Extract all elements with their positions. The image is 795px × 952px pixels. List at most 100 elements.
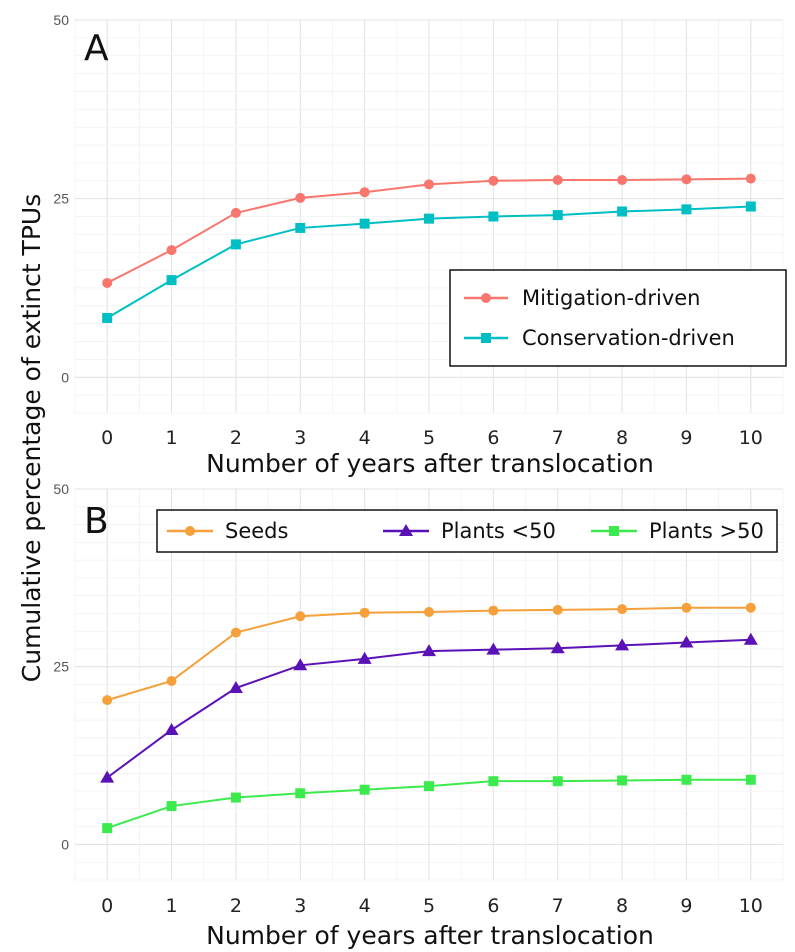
data-point bbox=[424, 606, 434, 617]
data-point bbox=[102, 277, 113, 288]
data-point bbox=[745, 602, 756, 613]
panel-a: 0 25 50 0 1 2 3 4 5 6 7 8 9 10 Number of years after t… bbox=[53, 12, 787, 478]
x-tick-label: 2 bbox=[230, 895, 242, 917]
legend-key-marker bbox=[481, 293, 491, 303]
data-point bbox=[102, 312, 113, 323]
data-point bbox=[681, 204, 692, 215]
data-point bbox=[745, 201, 756, 212]
data-point bbox=[617, 775, 628, 786]
data-point bbox=[617, 175, 628, 186]
data-point bbox=[552, 604, 563, 615]
legend-key-marker bbox=[481, 333, 491, 343]
data-point bbox=[615, 638, 630, 651]
data-point bbox=[617, 206, 628, 217]
data-point bbox=[230, 239, 241, 250]
x-tick-label: 0 bbox=[101, 895, 113, 917]
legend-entry: Plants <50 bbox=[441, 519, 556, 543]
x-tick-label: 8 bbox=[616, 427, 628, 449]
data-point bbox=[295, 222, 306, 233]
x-tick-label: 5 bbox=[423, 895, 435, 917]
data-point bbox=[166, 801, 177, 812]
data-point bbox=[745, 774, 756, 785]
data-point bbox=[359, 607, 370, 618]
data-point bbox=[745, 173, 756, 184]
legend-box bbox=[449, 269, 787, 367]
data-point bbox=[681, 602, 692, 613]
x-tick-label: 1 bbox=[165, 895, 177, 917]
y-tick-label: 25 bbox=[53, 191, 69, 207]
legend-box bbox=[156, 509, 778, 553]
data-point bbox=[488, 776, 499, 787]
data-point bbox=[166, 275, 177, 286]
legend-key-marker bbox=[609, 526, 619, 536]
legend-entry: Plants >50 bbox=[649, 519, 764, 543]
data-point bbox=[295, 192, 306, 203]
data-point bbox=[100, 770, 115, 783]
data-point bbox=[424, 213, 434, 224]
x-tick-label: 8 bbox=[616, 895, 628, 917]
legend: Seeds Plants <50 Plants >50 bbox=[156, 509, 778, 553]
data-point bbox=[230, 792, 241, 803]
y-tick-label: 0 bbox=[61, 369, 69, 385]
x-tick-label: 3 bbox=[294, 895, 306, 917]
data-point bbox=[552, 776, 563, 787]
data-point bbox=[230, 207, 241, 218]
data-point bbox=[166, 245, 177, 256]
data-point bbox=[102, 695, 113, 706]
y-tick-label: 50 bbox=[53, 481, 69, 497]
panel-label: B bbox=[84, 501, 109, 542]
legend-entry: Conservation-driven bbox=[522, 326, 735, 350]
data-point bbox=[166, 675, 177, 686]
data-point bbox=[359, 187, 370, 198]
y-tick-label: 0 bbox=[61, 836, 69, 852]
x-tick-label: 7 bbox=[552, 895, 564, 917]
data-point bbox=[488, 211, 499, 222]
data-point bbox=[681, 174, 692, 185]
data-point bbox=[293, 658, 308, 671]
data-point bbox=[488, 175, 499, 186]
data-point bbox=[679, 635, 694, 648]
x-tick-label: 7 bbox=[552, 427, 564, 449]
x-axis-title: Number of years after translocation bbox=[206, 921, 654, 950]
data-point bbox=[102, 823, 113, 834]
x-tick-label: 4 bbox=[359, 895, 371, 917]
x-tick-label: 9 bbox=[680, 895, 692, 917]
y-tick-label: 50 bbox=[53, 12, 69, 28]
x-tick-label: 1 bbox=[165, 427, 177, 449]
legend: Mitigation-driven Conservation-driven bbox=[449, 269, 787, 367]
data-point bbox=[424, 179, 434, 190]
data-point bbox=[486, 642, 501, 655]
panel-label: A bbox=[84, 28, 109, 69]
data-point bbox=[228, 681, 243, 694]
data-point bbox=[422, 644, 436, 657]
x-tick-label: 9 bbox=[680, 427, 692, 449]
x-tick-label: 10 bbox=[739, 427, 763, 449]
data-point bbox=[552, 210, 563, 221]
x-tick-label: 4 bbox=[359, 427, 371, 449]
data-point bbox=[164, 722, 179, 735]
data-point bbox=[359, 218, 370, 229]
x-tick-label: 3 bbox=[294, 427, 306, 449]
y-axis-title: Cumulative percentage of extinct TPUs bbox=[17, 194, 46, 682]
x-tick-label: 10 bbox=[739, 895, 763, 917]
legend-key-marker bbox=[399, 524, 413, 536]
x-tick-label: 0 bbox=[101, 427, 113, 449]
x-tick-label: 2 bbox=[230, 427, 242, 449]
legend-entry: Seeds bbox=[225, 519, 288, 543]
data-point bbox=[743, 632, 758, 645]
y-tick-label: 25 bbox=[53, 659, 69, 675]
x-tick-label: 6 bbox=[487, 895, 499, 917]
data-point bbox=[295, 788, 306, 799]
data-point bbox=[488, 605, 499, 616]
data-point bbox=[230, 627, 241, 638]
data-point bbox=[295, 611, 306, 622]
data-point bbox=[424, 781, 434, 792]
legend-key-marker bbox=[185, 526, 195, 536]
data-point bbox=[617, 604, 628, 615]
x-axis-title: Number of years after translocation bbox=[206, 449, 654, 478]
x-tick-label: 6 bbox=[487, 427, 499, 449]
data-point bbox=[359, 784, 370, 795]
panel-b: 0 25 50 0 1 2 3 4 5 6 7 8 9 10 Number of years after t… bbox=[53, 481, 784, 950]
legend-entry: Mitigation-driven bbox=[522, 286, 700, 310]
